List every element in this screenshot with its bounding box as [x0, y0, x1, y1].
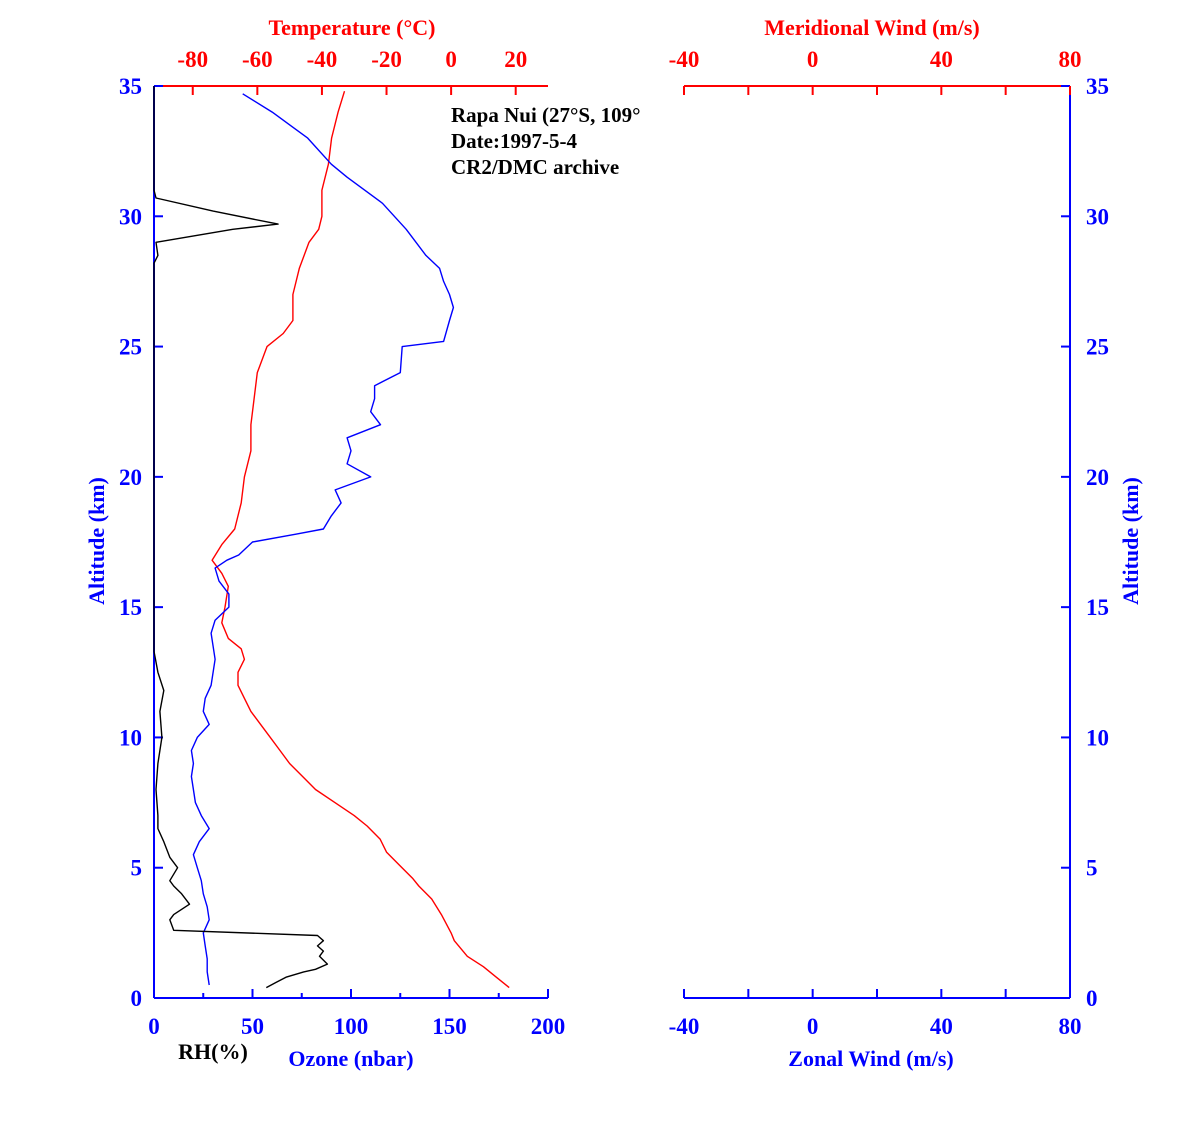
ozone-tick-label: 150	[432, 1014, 467, 1039]
date-annotation: Date:1997-5-4	[451, 129, 577, 153]
left-ticks: 0 5 10 15 20 25 30 35 0 50 100 150 200 -80 -60 -40 -20 0 2…	[119, 47, 565, 1039]
right-ticks: 0 5 10 15 20 25 30 35 -40 0 40 80 -40 0 40 80	[669, 47, 1109, 1039]
meridional-wind-tick-label: -40	[669, 47, 700, 72]
meridional-wind-axis-title: Meridional Wind (m/s)	[764, 15, 980, 40]
left-altitude-tick-label: 35	[119, 74, 142, 99]
right-altitude-axis-title: Altitude (km)	[1118, 477, 1143, 605]
temperature-tick-label: -80	[177, 47, 208, 72]
right-panel: 0 5 10 15 20 25 30 35 -40 0 40 80 -40 0 40 80	[669, 47, 1109, 1039]
right-altitude-tick-label: 30	[1086, 204, 1109, 229]
left-altitude-tick-label: 20	[119, 465, 142, 490]
left-altitude-tick-label: 25	[119, 335, 142, 360]
right-altitude-tick-label: 0	[1086, 986, 1098, 1011]
left-altitude-tick-label: 30	[119, 204, 142, 229]
ozone-profile-line	[190, 93, 455, 986]
meridional-wind-tick-label: 0	[807, 47, 819, 72]
meridional-wind-tick-label: 80	[1059, 47, 1082, 72]
rh-profile-line	[153, 86, 329, 989]
right-altitude-tick-label: 20	[1086, 465, 1109, 490]
right-altitude-tick-label: 15	[1086, 595, 1109, 620]
right-altitude-tick-label: 10	[1086, 725, 1109, 750]
ozone-tick-label: 200	[531, 1014, 566, 1039]
station-annotation: Rapa Nui (27°S, 109°	[451, 103, 641, 127]
temperature-tick-label: -40	[307, 47, 338, 72]
ozone-tick-label: 100	[334, 1014, 369, 1039]
meridional-wind-tick-label: 40	[930, 47, 953, 72]
right-altitude-tick-label: 5	[1086, 856, 1098, 881]
rh-axis-title: RH(%)	[178, 1039, 248, 1064]
right-altitude-tick-label: 35	[1086, 74, 1109, 99]
temperature-tick-label: 0	[445, 47, 457, 72]
ozone-tick-label: 50	[241, 1014, 264, 1039]
temperature-profile-line	[211, 90, 510, 989]
ozone-axis-title: Ozone (nbar)	[288, 1046, 413, 1071]
ozone-tick-label: 0	[148, 1014, 160, 1039]
zonal-wind-tick-label: 80	[1059, 1014, 1082, 1039]
zonal-wind-tick-label: 0	[807, 1014, 819, 1039]
temperature-tick-label: 20	[504, 47, 527, 72]
temperature-tick-label: -20	[371, 47, 402, 72]
temperature-tick-label: -60	[242, 47, 273, 72]
left-altitude-axis-title: Altitude (km)	[84, 477, 109, 605]
archive-annotation: CR2/DMC archive	[451, 155, 619, 179]
left-panel: 0 5 10 15 20 25 30 35 0 50 100 150 200 -80 -60 -40 -20 0 2…	[119, 47, 565, 1039]
left-altitude-tick-label: 10	[119, 725, 142, 750]
temperature-axis-title: Temperature (°C)	[268, 15, 435, 40]
left-altitude-tick-label: 15	[119, 595, 142, 620]
left-altitude-tick-label: 5	[131, 856, 143, 881]
zonal-wind-axis-title: Zonal Wind (m/s)	[788, 1046, 953, 1071]
left-altitude-tick-label: 0	[131, 986, 143, 1011]
zonal-wind-tick-label: -40	[669, 1014, 700, 1039]
left-plot-area	[153, 86, 510, 989]
right-altitude-tick-label: 25	[1086, 335, 1109, 360]
zonal-wind-tick-label: 40	[930, 1014, 953, 1039]
